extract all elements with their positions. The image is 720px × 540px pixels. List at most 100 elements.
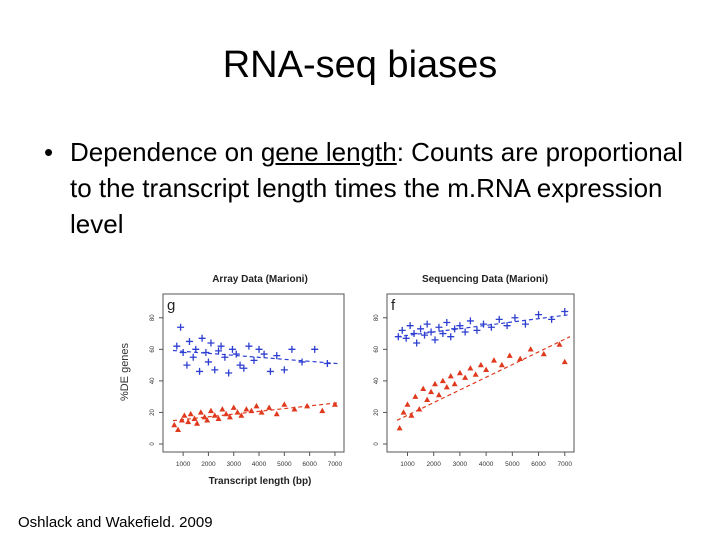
data-point-triangle	[207, 407, 214, 414]
data-point-plus	[298, 358, 306, 366]
plot-frame	[386, 293, 575, 453]
data-point-plus	[435, 323, 443, 331]
x-tick-label: 3000	[226, 461, 241, 468]
data-point-triangle	[490, 357, 497, 363]
data-point-plus	[288, 345, 296, 353]
data-point-triangle	[191, 415, 198, 421]
data-point-plus	[177, 323, 185, 331]
x-tick-label: 7000	[558, 461, 573, 468]
data-point-triangle	[451, 380, 458, 387]
data-point-triangle	[498, 361, 505, 368]
y-tick-label: 60	[150, 345, 156, 352]
y-tick-label: 60	[374, 345, 380, 352]
data-point-plus	[548, 315, 556, 323]
bullet-text: Dependence on gene length: Counts are pr…	[70, 134, 700, 242]
data-point-plus	[451, 325, 459, 333]
data-point-plus	[561, 307, 569, 315]
data-point-triangle	[561, 358, 568, 365]
data-point-plus	[410, 330, 418, 338]
data-point-triangle	[211, 412, 218, 418]
data-point-triangle	[204, 417, 211, 423]
data-point-triangle	[178, 417, 185, 423]
data-point-plus	[406, 322, 414, 330]
data-point-plus	[196, 367, 204, 375]
data-point-triangle	[226, 413, 233, 420]
data-point-plus	[211, 366, 219, 374]
data-point-plus	[423, 320, 431, 328]
panel-letter: g	[167, 297, 175, 314]
data-point-triangle	[181, 412, 188, 418]
data-point-plus	[173, 342, 181, 350]
data-point-triangle	[266, 404, 273, 410]
slide-title: RNA-seq biases	[222, 44, 498, 86]
x-tick-label: 2000	[426, 461, 441, 468]
data-point-plus	[236, 361, 244, 369]
x-tick-label: 5000	[277, 461, 292, 468]
data-point-plus	[207, 339, 215, 347]
data-point-triangle	[273, 410, 280, 417]
data-point-plus	[280, 366, 288, 374]
x-tick-label: 1000	[400, 461, 415, 468]
data-point-plus	[487, 323, 495, 331]
y-tick-label: 80	[150, 314, 156, 321]
data-point-plus	[447, 333, 455, 341]
data-point-plus	[185, 337, 193, 345]
data-point-triangle	[201, 413, 208, 420]
data-point-plus	[413, 339, 421, 347]
x-tick-label: 6000	[531, 461, 546, 468]
data-point-plus	[394, 333, 402, 341]
citation: Oshlack and Wakefield. 2009	[18, 514, 213, 531]
data-point-plus	[192, 345, 200, 353]
data-point-plus	[431, 336, 439, 344]
bullet-underlined-term: gene length	[260, 137, 397, 167]
data-point-plus	[198, 334, 206, 342]
data-point-plus	[189, 353, 197, 361]
data-point-plus	[466, 317, 474, 325]
data-point-triangle	[432, 380, 439, 387]
data-point-plus	[398, 326, 406, 334]
data-point-plus	[443, 319, 451, 327]
data-point-triangle	[304, 402, 311, 409]
data-point-triangle	[230, 404, 237, 410]
data-point-triangle	[443, 384, 450, 390]
data-point-triangle	[223, 410, 230, 417]
data-point-triangle	[477, 361, 484, 368]
y-tick-label: 0	[150, 442, 156, 446]
data-point-triangle	[396, 425, 403, 431]
data-point-triangle	[331, 401, 338, 407]
y-tick-label: 0	[374, 442, 380, 446]
x-tick-label: 7000	[328, 461, 343, 468]
data-point-triangle	[408, 412, 415, 418]
chart-panel-array: Array Data (Marioni) g 0 20 40 60 80 1000 2000 30…	[150, 274, 345, 468]
data-point-triangle	[215, 415, 222, 421]
y-tick-label: 20	[150, 408, 156, 415]
x-tick-label: 6000	[302, 461, 317, 468]
data-point-plus	[421, 331, 429, 339]
data-point-triangle	[483, 366, 490, 373]
data-point-triangle	[506, 352, 513, 358]
data-point-plus	[183, 361, 191, 369]
data-point-triangle	[540, 350, 547, 357]
data-point-triangle	[291, 406, 298, 412]
data-point-triangle	[472, 371, 479, 377]
data-point-plus	[250, 356, 258, 364]
data-point-plus	[273, 352, 281, 360]
data-point-plus	[495, 315, 503, 323]
data-point-plus	[266, 367, 274, 375]
data-point-triangle	[467, 365, 474, 371]
figure-svg: %DE genes Transcript length (bp) Array D…	[119, 274, 575, 487]
x-tick-label: 2000	[201, 461, 216, 468]
bullet-suffix: : Counts are proportional to the transcr…	[70, 137, 683, 239]
y-tick-label: 20	[374, 408, 380, 415]
data-point-triangle	[253, 402, 260, 409]
data-point-plus	[402, 334, 410, 342]
data-point-triangle	[435, 391, 442, 398]
data-point-triangle	[416, 406, 423, 412]
y-tick-label: 80	[374, 314, 380, 321]
data-point-triangle	[219, 406, 226, 412]
data-point-plus	[260, 350, 268, 358]
chart-panel-sequencing: Sequencing Data (Marioni) f 0 20 40 60 80 1000 2…	[374, 274, 575, 468]
data-point-triangle	[197, 409, 204, 415]
shared-ylabel: %DE genes	[119, 342, 131, 401]
data-point-plus	[521, 320, 529, 328]
